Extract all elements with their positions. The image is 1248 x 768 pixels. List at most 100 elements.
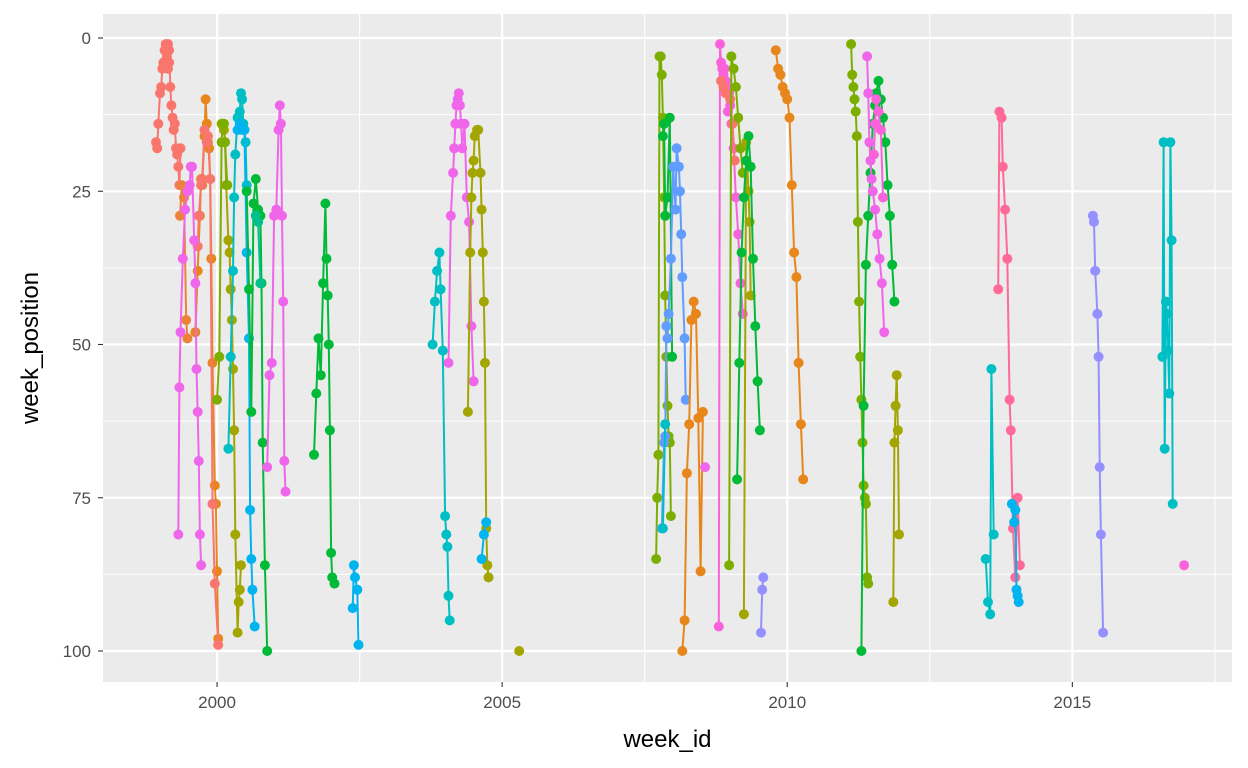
data-point [700,462,711,473]
x-tick-label: 2005 [483,693,521,712]
data-point [225,284,236,295]
data-point [259,560,270,571]
data-point [166,100,177,111]
data-point [225,351,236,362]
data-point [663,308,674,319]
series-5 [173,161,207,571]
data-point [889,296,900,307]
data-point [1094,462,1105,473]
series-15 [427,247,455,626]
data-point [675,186,685,197]
data-point [887,259,898,270]
data-point [688,296,699,307]
series-11 [250,210,266,289]
data-point [660,210,671,221]
data-point [1005,425,1016,436]
data-point [277,210,287,221]
data-point [847,69,858,80]
data-point [514,646,525,656]
data-point [1010,572,1021,583]
data-point [852,216,863,227]
series-line [655,55,672,560]
series-14 [347,560,364,650]
data-point [791,272,802,283]
data-point [868,149,879,160]
x-tick-label: 2000 [198,693,236,712]
data-point [352,584,363,595]
data-point [730,192,741,203]
data-point [177,253,188,264]
data-point [459,118,470,129]
data-point [662,333,673,344]
data-point [725,94,736,105]
data-point [653,449,664,460]
data-point [1090,265,1101,276]
data-point [280,486,291,497]
data-point [863,210,874,221]
series-9 [232,118,260,632]
data-point [667,351,678,362]
data-point [891,370,902,381]
series-21 [657,112,678,362]
series-43 [1179,560,1190,571]
x-axis-title: week_id [622,726,711,753]
series-23 [657,419,671,534]
data-point [997,161,1008,172]
data-point [736,247,747,258]
data-point [468,155,479,166]
series-35 [862,51,890,338]
y-tick-label: 0 [82,29,91,48]
y-tick-label: 25 [72,182,91,201]
data-point [676,229,687,240]
series-12 [262,100,291,497]
data-point [789,247,800,258]
data-point [662,400,673,411]
data-point [457,143,468,154]
data-point [745,161,756,172]
data-point [795,419,806,430]
data-point [476,554,487,564]
data-point [730,82,741,92]
data-point [218,118,229,129]
series-line [1091,215,1105,633]
y-tick-label: 100 [63,642,91,661]
data-point [854,296,865,307]
series-19 [514,646,525,656]
data-point [441,529,452,540]
data-point [784,112,795,123]
data-point [863,88,874,99]
data-point [440,511,451,522]
data-point [241,247,252,258]
data-point [462,406,473,417]
data-point [232,627,243,638]
data-point [726,51,737,62]
data-point [738,192,749,203]
data-point [866,174,877,184]
data-point [449,143,460,154]
data-point [894,529,904,540]
data-point [656,69,667,80]
data-point [651,554,662,564]
data-point [890,400,901,411]
data-point [152,143,163,154]
data-point [864,137,875,148]
data-point [278,296,289,307]
data-point [985,609,996,620]
data-point [1162,308,1172,319]
data-point [856,646,867,656]
series-line [872,98,884,198]
data-point [448,167,459,178]
data-point [873,106,884,117]
series-17 [462,124,494,583]
data-point [855,351,866,362]
data-point [246,406,257,417]
y-tick-label: 50 [72,336,91,355]
data-point [234,584,245,595]
data-point [427,339,438,350]
data-point [1163,345,1174,356]
data-point [347,603,358,614]
data-point [241,186,252,197]
data-point [466,192,477,203]
data-point [174,382,185,393]
series-31 [756,572,769,638]
